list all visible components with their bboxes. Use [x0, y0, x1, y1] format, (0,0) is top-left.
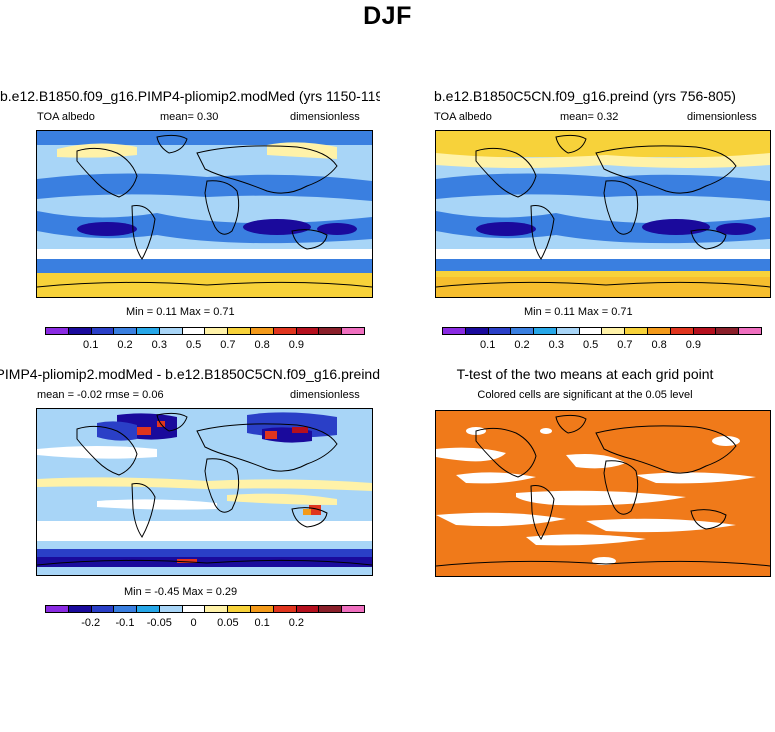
mean-label: mean= 0.32 — [560, 111, 619, 123]
panel-ttest: T-test of the two means at each grid poi… — [395, 366, 775, 646]
colorbar-swatch — [579, 328, 603, 334]
panel-title: b.e12.B1850.f09_g16.PIMP4-pliomip2.modMe… — [0, 88, 380, 104]
panel-subtitle: Colored cells are significant at the 0.0… — [477, 389, 693, 401]
colorbar — [45, 605, 365, 613]
colorbar-label: 0.9 — [288, 339, 305, 351]
variable-label: TOA albedo — [37, 111, 95, 123]
colorbar-label: 0.5 — [582, 339, 599, 351]
colorbar-swatch — [625, 328, 649, 334]
mean-label: mean= 0.30 — [160, 111, 219, 123]
colorbar-swatch — [68, 606, 92, 612]
colorbar-label: 0.1 — [254, 617, 270, 629]
colorbar-swatch — [342, 328, 364, 334]
colorbar-swatch — [648, 328, 671, 334]
colorbar-swatch — [251, 606, 274, 612]
colorbar-swatch — [114, 328, 138, 334]
colorbar-label: 0.7 — [220, 339, 236, 351]
panel-title: b.e12.B1850.f09_g16.PIMP4-pliomip2.modMe… — [0, 366, 380, 382]
colorbar-swatch — [342, 606, 364, 612]
colorbar-swatch — [46, 606, 69, 612]
colorbar-swatch — [114, 606, 138, 612]
colorbar-swatch — [137, 328, 160, 334]
colorbar-swatch — [91, 606, 115, 612]
colorbar-swatch — [488, 328, 512, 334]
units-label: dimensionless — [290, 389, 360, 401]
colorbar-label: -0.2 — [81, 617, 101, 629]
colorbar-swatch — [534, 328, 557, 334]
colorbar-swatch — [319, 606, 343, 612]
colorbar-label: 0.1 — [480, 339, 496, 351]
min-max-label: Min = 0.11 Max = 0.71 — [524, 306, 633, 318]
colorbar-label: 0.3 — [151, 339, 167, 351]
colorbar-label: -0.1 — [115, 617, 135, 629]
mean-rmse-label: mean = -0.02 rmse = 0.06 — [37, 389, 164, 401]
colorbar-swatch — [137, 606, 160, 612]
panel-difference: b.e12.B1850.f09_g16.PIMP4-pliomip2.modMe… — [0, 366, 380, 646]
colorbar-swatch — [556, 328, 580, 334]
colorbar-swatch — [511, 328, 535, 334]
colorbar-label: 0.2 — [288, 617, 305, 629]
colorbar-swatch — [68, 328, 92, 334]
colorbar-swatch — [159, 606, 183, 612]
difference-map — [36, 408, 373, 576]
variable-label: TOA albedo — [434, 111, 492, 123]
colorbar-label: 0.2 — [117, 339, 133, 351]
min-max-label: Min = -0.45 Max = 0.29 — [124, 586, 238, 598]
units-label: dimensionless — [290, 111, 360, 123]
colorbar-swatch — [443, 328, 466, 334]
albedo-map — [36, 130, 373, 298]
colorbar-swatch — [182, 606, 206, 612]
colorbar-swatch — [602, 328, 626, 334]
colorbar-swatch — [670, 328, 694, 334]
colorbar-swatch — [273, 328, 297, 334]
colorbar-swatch — [159, 328, 183, 334]
min-max-label: Min = 0.11 Max = 0.71 — [126, 306, 235, 318]
significance-map — [435, 410, 771, 577]
colorbar-swatch — [205, 328, 229, 334]
colorbar-swatch — [739, 328, 761, 334]
colorbar — [442, 327, 762, 335]
colorbar-swatch — [319, 328, 343, 334]
panel-case2: b.e12.B1850C5CN.f09_g16.preind (yrs 756-… — [395, 88, 775, 368]
colorbar-swatch — [46, 328, 69, 334]
colorbar-swatch — [228, 606, 252, 612]
units-label: dimensionless — [687, 111, 757, 123]
albedo-map — [435, 130, 771, 298]
colorbar-swatch — [205, 606, 229, 612]
colorbar-label: 0.8 — [254, 339, 270, 351]
colorbar-label: 0 — [190, 617, 197, 629]
colorbar-swatch — [273, 606, 297, 612]
colorbar-label: 0.1 — [83, 339, 99, 351]
colorbar-swatch — [296, 606, 320, 612]
colorbar-label: 0.2 — [514, 339, 530, 351]
colorbar-swatch — [228, 328, 252, 334]
panel-title: b.e12.B1850C5CN.f09_g16.preind (yrs 756-… — [434, 88, 736, 104]
colorbar-label: 0.9 — [685, 339, 702, 351]
colorbar-swatch — [465, 328, 489, 334]
figure-title: DJF — [363, 2, 412, 30]
colorbar-label: 0.5 — [185, 339, 202, 351]
colorbar-swatch — [296, 328, 320, 334]
colorbar-swatch — [693, 328, 717, 334]
colorbar-swatch — [182, 328, 206, 334]
panel-title: T-test of the two means at each grid poi… — [456, 366, 714, 382]
colorbar-swatch — [251, 328, 274, 334]
colorbar-label: 0.7 — [617, 339, 633, 351]
colorbar-label: 0.8 — [651, 339, 667, 351]
colorbar-label: -0.05 — [146, 617, 172, 629]
colorbar-label: 0.3 — [548, 339, 564, 351]
colorbar — [45, 327, 365, 335]
panel-case1: b.e12.B1850.f09_g16.PIMP4-pliomip2.modMe… — [0, 88, 380, 368]
colorbar-swatch — [91, 328, 115, 334]
colorbar-swatch — [716, 328, 740, 334]
colorbar-label: 0.05 — [217, 617, 239, 629]
